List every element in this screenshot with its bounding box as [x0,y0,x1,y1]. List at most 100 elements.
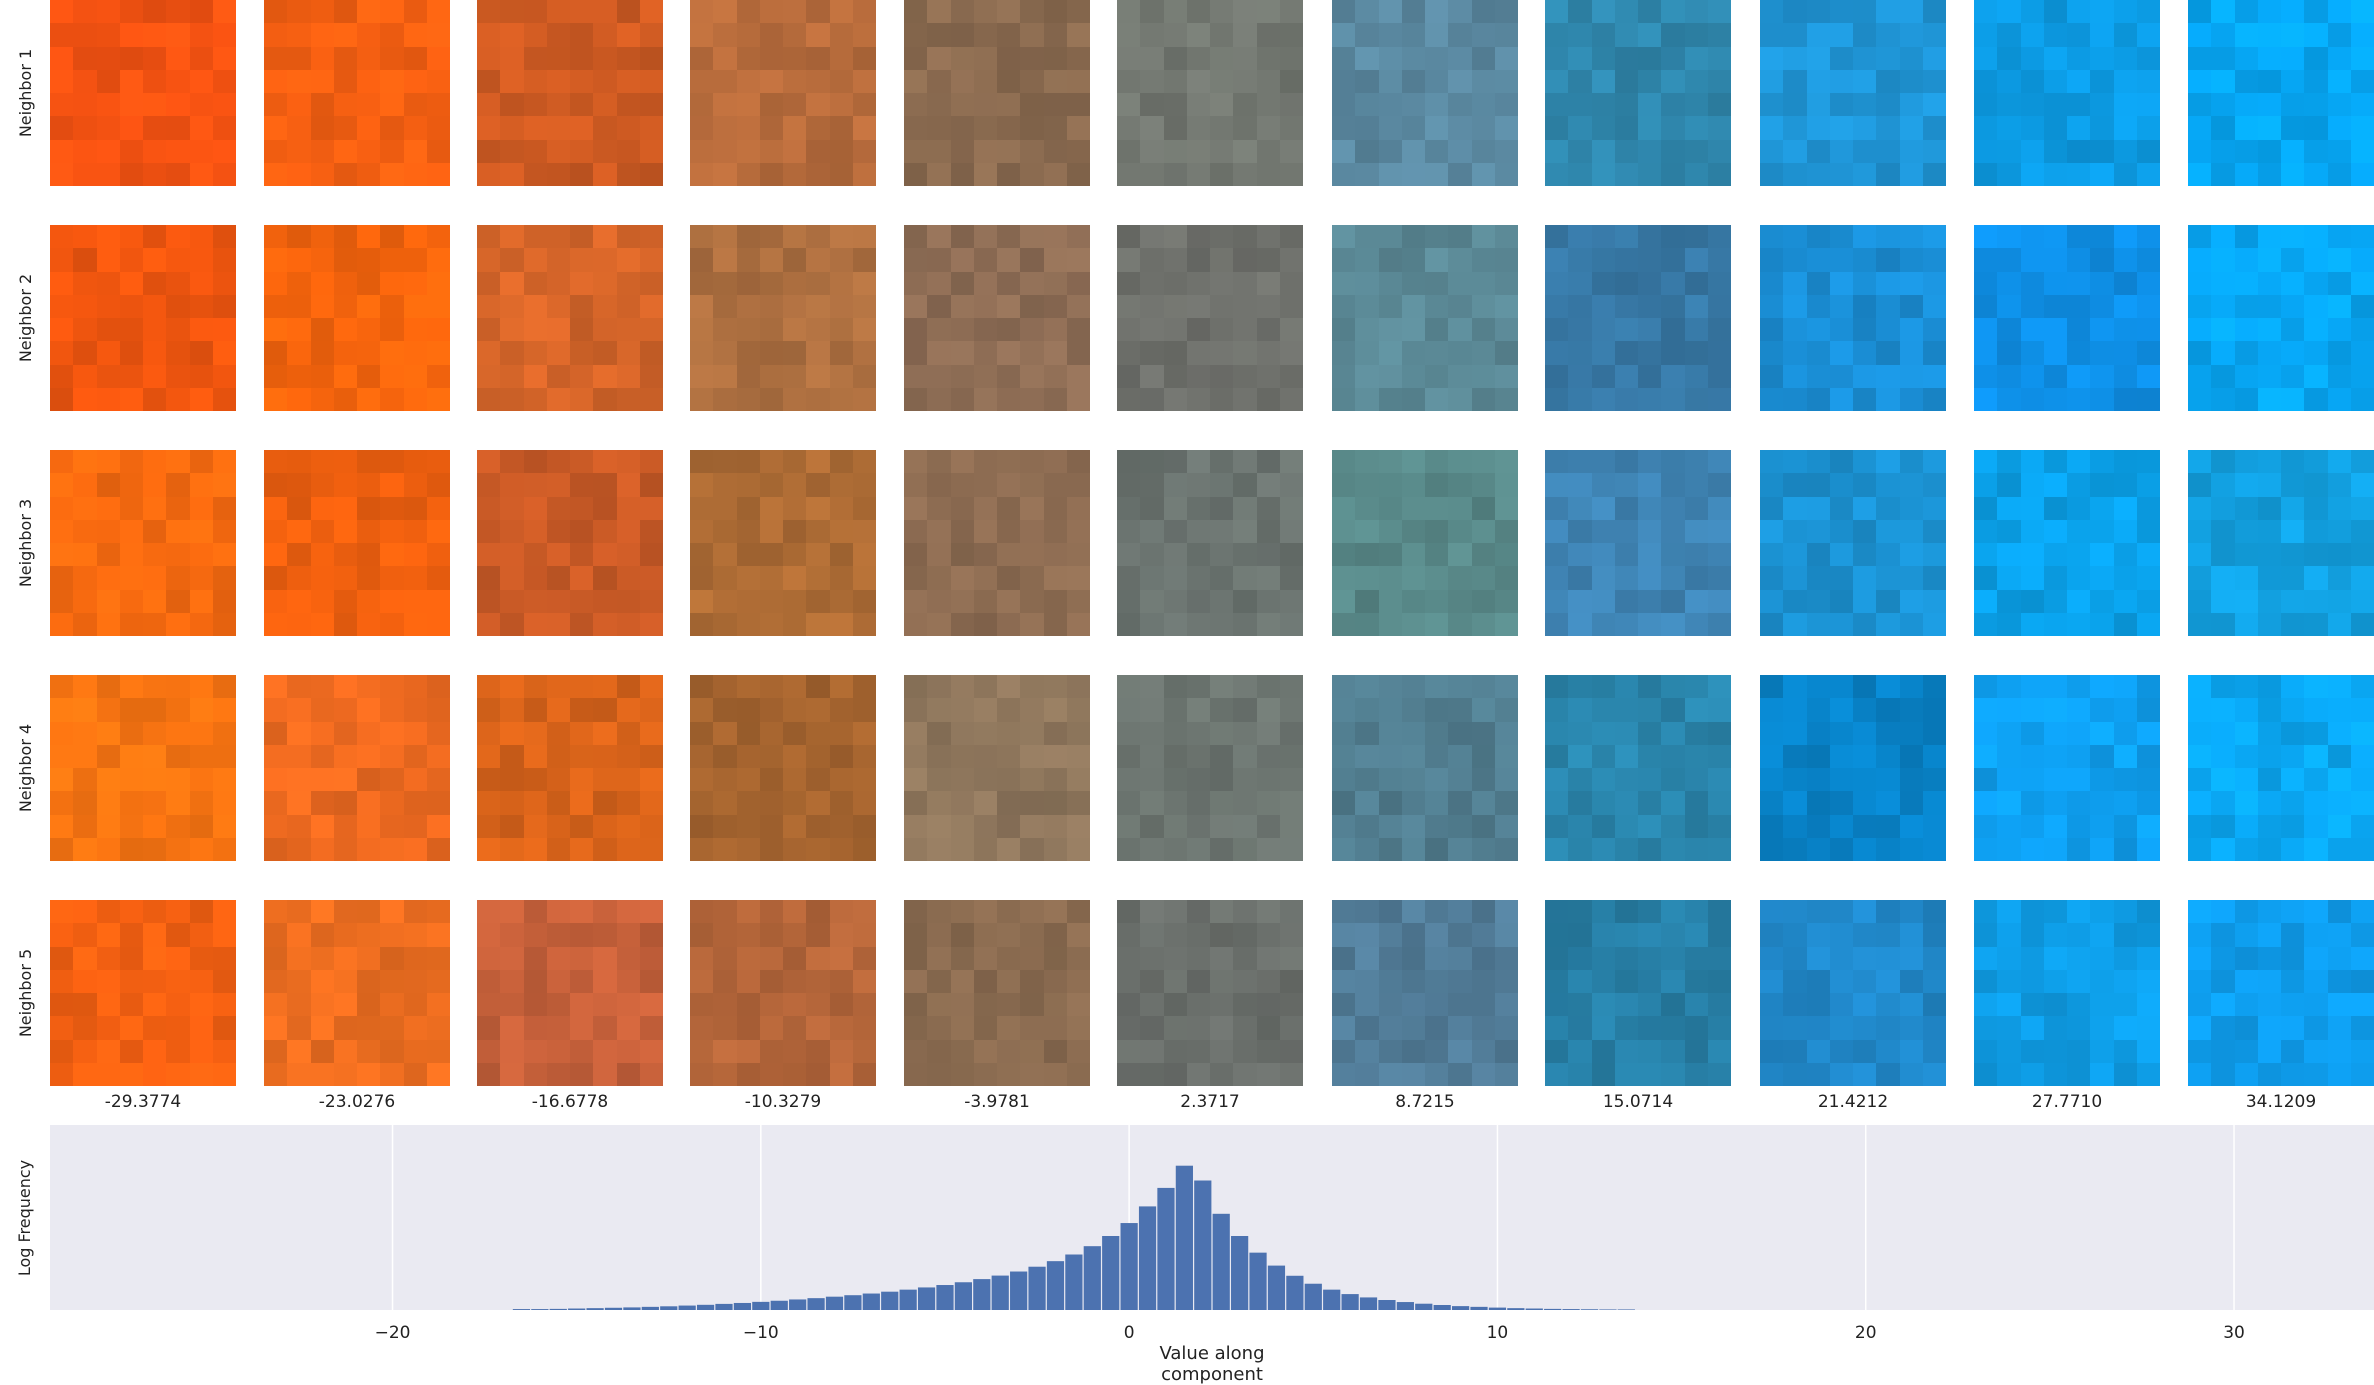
histogram-bar [1323,1289,1341,1310]
neighbor-image-tile [904,225,1090,411]
row-label: Neighbor 1 [16,48,35,138]
neighbor-image-tile [1760,225,1946,411]
neighbor-image-tile [690,225,876,411]
histogram-bar [973,1279,991,1310]
column-value-label: 15.0714 [1602,1092,1674,1112]
neighbor-image-tile [904,0,1090,186]
neighbor-image-tile [264,225,450,411]
histogram-bar [1525,1308,1543,1310]
histogram-bar [1544,1308,1562,1310]
neighbor-image-tile [264,675,450,861]
histogram-y-axis-label: Log Frequency [15,1159,34,1277]
row-label: Neighbor 4 [16,723,35,813]
neighbor-image-tile [1332,450,1518,636]
neighbor-image-tile [1760,450,1946,636]
neighbor-image-tile [1332,225,1518,411]
neighbor-image-tile [477,675,663,861]
neighbor-image-tile [904,900,1090,1086]
histogram-plot [50,1125,2374,1310]
neighbor-image-tile [1760,0,1946,186]
histogram-bar [531,1309,549,1310]
neighbor-image-tile [264,450,450,636]
neighbor-image-tile [50,675,236,861]
plot-background [50,1125,2374,1310]
column-value-label: -10.3279 [744,1092,822,1112]
histogram-bar [1341,1294,1359,1310]
histogram-bar [752,1301,770,1310]
histogram-bar [1433,1305,1451,1310]
histogram-bar [1120,1223,1138,1310]
column-value-label: -23.0276 [318,1092,396,1112]
histogram-bar [899,1289,917,1310]
histogram-bar [770,1300,788,1310]
neighbor-image-tile [904,450,1090,636]
neighbor-image-tile [1545,450,1731,636]
histogram-bar [733,1302,752,1310]
histogram-bar [1157,1187,1175,1310]
histogram-bar [1415,1303,1433,1310]
neighbor-image-tile [477,900,663,1086]
histogram-bar [1194,1180,1212,1310]
histogram-bar [660,1306,678,1310]
histogram-bar [1562,1309,1580,1310]
row-label: Neighbor 2 [16,273,35,363]
neighbor-image-tile [1117,450,1303,636]
x-tick-label: −20 [374,1323,411,1343]
histogram-bar [1470,1306,1488,1310]
column-value-label: 8.7215 [1395,1092,1455,1112]
histogram-bar [1083,1246,1101,1310]
column-value-label: -16.6778 [531,1092,609,1112]
histogram-bar [1267,1265,1286,1310]
histogram-bar [1359,1297,1378,1310]
neighbor-image-tile [690,0,876,186]
column-value-label: 2.3717 [1180,1092,1240,1112]
histogram-bar [623,1307,641,1310]
histogram-bar [1304,1283,1322,1310]
column-value-label: -3.9781 [964,1092,1030,1112]
neighbor-image-tile [1332,900,1518,1086]
histogram-bar [641,1306,659,1310]
histogram-bar [1046,1261,1065,1310]
neighbor-image-tile [1545,900,1731,1086]
neighbor-image-tile [690,450,876,636]
histogram-bar [1378,1300,1396,1310]
x-tick-label: 10 [1486,1323,1509,1343]
histogram-bar [604,1307,623,1310]
neighbor-image-tile [1117,225,1303,411]
neighbor-image-tile [1117,900,1303,1086]
histogram-bar [881,1291,899,1310]
column-value-label: -29.3774 [104,1092,182,1112]
column-value-label: 21.4212 [1817,1092,1889,1112]
neighbor-image-tile [1117,0,1303,186]
neighbor-image-tile [1760,675,1946,861]
histogram-bar [568,1308,586,1310]
neighbor-image-tile [264,900,450,1086]
neighbor-image-tile [1974,900,2160,1086]
neighbor-image-tile [2188,900,2374,1086]
histogram-bar [1175,1165,1193,1310]
column-value-label: 27.7710 [2031,1092,2103,1112]
histogram-bar [715,1303,733,1310]
histogram-bar [512,1309,531,1310]
neighbor-image-tile [1117,675,1303,861]
row-label: Neighbor 5 [16,948,35,1038]
histogram-bar [1599,1309,1617,1310]
histogram-bar [678,1305,696,1310]
histogram-bar [844,1295,862,1310]
histogram-bar [862,1293,880,1310]
histogram-bar [825,1296,844,1310]
histogram-bar [807,1298,825,1310]
neighbor-image-tile [2188,450,2374,636]
histogram-bar [1010,1271,1028,1310]
neighbor-image-tile [1974,450,2160,636]
histogram-bar [1396,1302,1414,1310]
histogram-bar [1212,1213,1230,1310]
neighbor-image-tile [1545,675,1731,861]
histogram-bar [1231,1236,1249,1310]
neighbor-image-tile [50,450,236,636]
neighbor-image-tile [1760,900,1946,1086]
neighbor-image-tile [50,225,236,411]
neighbor-image-tile [1332,675,1518,861]
histogram-bar [1488,1307,1507,1310]
